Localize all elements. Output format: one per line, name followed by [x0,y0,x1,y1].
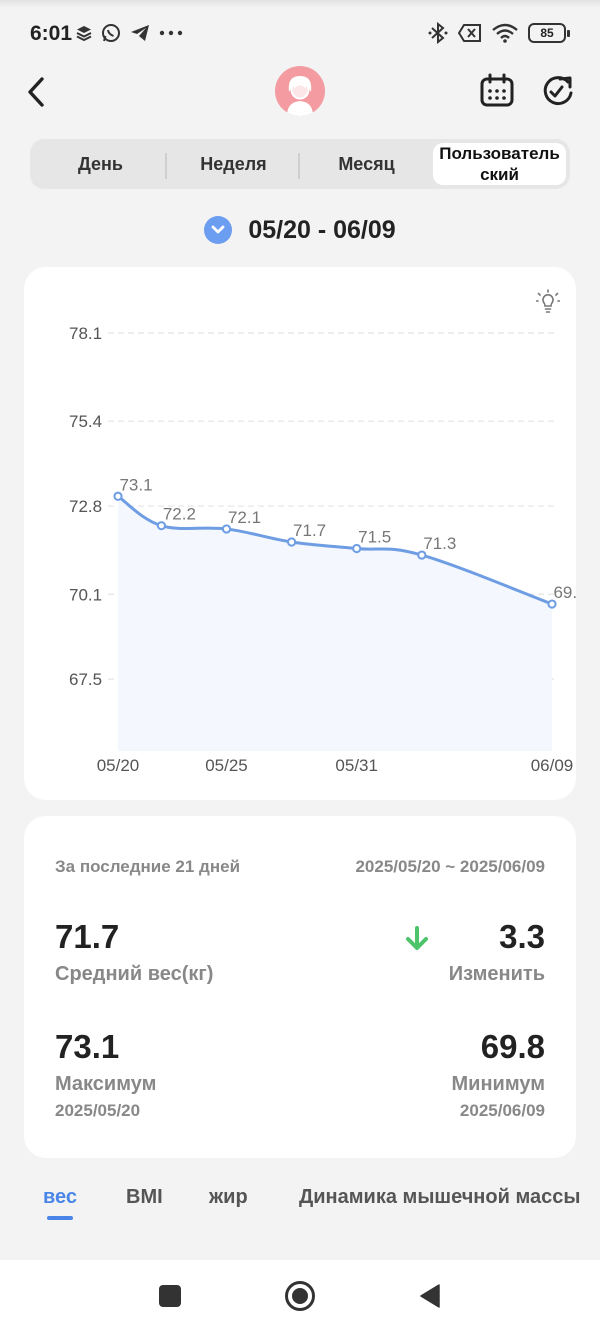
battery-icon: 85 [528,23,570,43]
tab-custom[interactable]: Пользователь ский [433,143,566,185]
metric-tab-muscle[interactable]: Динамика мышечной массы [299,1186,581,1208]
data-point [352,543,362,554]
user-avatar[interactable] [275,66,325,116]
data-label: 71.3 [423,534,456,553]
triangle-back-icon [420,1284,440,1308]
square-icon [159,1285,181,1307]
date-range-selector: 05/20 - 06/09 [0,210,600,250]
notification-icons [76,23,183,43]
chart-area [118,496,552,751]
tab-day[interactable]: День [34,143,167,185]
whatsapp-icon [102,24,120,42]
system-icons: 85 [428,22,570,44]
average-weight-label: Средний вес(кг) [55,963,214,985]
y-tick-label: 75.4 [69,412,102,431]
refresh-button[interactable] [538,72,576,110]
active-tab-indicator [47,1216,73,1220]
top-shadow [0,0,600,8]
tab-week[interactable]: Неделя [167,143,300,185]
weight-chart-card: 73.1 72.2 72.1 71.7 71.5 71.3 69.8 67.5 70.1 72.… [24,267,576,800]
y-tick-label: 78.1 [69,324,102,343]
metric-tab-weight[interactable]: вес [43,1186,78,1208]
data-point [547,599,557,609]
more-icon [159,30,183,36]
calendar-button[interactable] [478,72,516,110]
min-weight-date: 2025/06/09 [459,1101,545,1120]
chart-points-layer: 73.1 72.2 72.1 71.7 71.5 71.3 69.8 [113,475,576,609]
period-range: 2025/05/20 ~ 2025/06/09 [355,857,545,876]
status-bar: 6:01 [0,14,600,54]
system-nav-bar [0,1260,600,1332]
metric-tab-fat[interactable]: жир [209,1186,248,1208]
max-weight-value: 73.1 [55,1028,120,1065]
lightbulb-icon [535,289,561,313]
y-tick-label: 72.8 [69,497,102,516]
metric-tab-bmi[interactable]: BMI [126,1186,163,1208]
min-weight-label: Минимум [451,1073,545,1095]
user-avatar-icon [287,76,313,116]
refresh-icon [543,76,573,106]
recents-button[interactable] [154,1280,186,1312]
period-label: За последние 21 дней [55,857,241,876]
metric-tabs: вес BMI жир Динамика мышечной массы [0,1180,600,1220]
bluetooth-icon [428,22,448,44]
data-point [156,521,166,531]
back-button[interactable] [20,72,52,112]
data-label: 72.1 [228,508,261,527]
wifi-icon [492,23,518,43]
status-time: 6:01 [30,22,73,45]
chart-x-ticks: 05/20 05/25 05/31 06/09 [97,756,574,775]
calendar-icon [480,73,514,107]
sim-off-icon [458,24,481,42]
min-weight-value: 69.8 [480,1028,545,1065]
back-chevron-icon [28,77,44,107]
x-tick-label: 05/20 [97,756,140,775]
data-point [287,537,297,547]
max-weight-date: 2025/05/20 [55,1101,141,1120]
data-point [221,524,232,534]
battery-level: 85 [540,26,554,40]
x-tick-label: 05/25 [205,756,248,775]
chevron-down-circle-icon [211,225,225,234]
layers-icon [76,26,92,41]
date-range-text[interactable]: 05/20 - 06/09 [248,215,396,244]
stats-card: За последние 21 дней 2025/05/20 ~ 2025/0… [24,816,576,1158]
y-tick-label: 67.5 [69,670,102,689]
data-label: 72.2 [163,505,196,524]
y-tick-label: 70.1 [69,585,102,604]
chart-y-ticks: 67.5 70.1 72.8 75.4 78.1 [69,324,102,689]
data-point [417,550,427,560]
period-tabs: День Неделя Месяц Пользователь ский [30,139,570,189]
x-tick-label: 06/09 [531,756,574,775]
chart-area-layer [118,496,552,751]
data-label: 73.1 [119,475,152,494]
data-label: 69.8 [553,583,576,602]
weight-line-chart: 73.1 72.2 72.1 71.7 71.5 71.3 69.8 67.5 70.1 72.… [69,324,576,775]
circle-home-icon [285,1281,315,1311]
date-range-toggle[interactable] [204,216,233,244]
arrow-down-icon [406,926,428,950]
telegram-icon [131,25,149,41]
change-value: 3.3 [499,918,545,955]
home-button[interactable] [284,1280,316,1312]
x-tick-label: 05/31 [335,756,378,775]
nav-back-button[interactable] [414,1280,446,1312]
average-weight-value: 71.7 [55,918,120,955]
tab-month[interactable]: Месяц [338,153,395,174]
change-label: Изменить [448,963,545,985]
data-label: 71.5 [358,528,391,547]
tip-bulb-button[interactable] [535,289,561,315]
data-label: 71.7 [293,521,326,540]
data-point [113,491,123,501]
max-weight-label: Максимум [55,1073,157,1095]
